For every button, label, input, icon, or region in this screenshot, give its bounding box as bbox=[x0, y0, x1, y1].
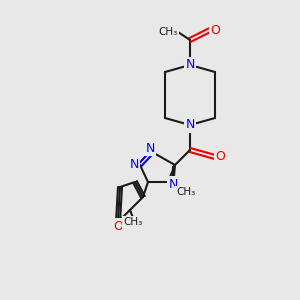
Text: CH₃: CH₃ bbox=[176, 187, 196, 197]
Text: N: N bbox=[185, 118, 195, 131]
Text: O: O bbox=[210, 23, 220, 37]
Text: CH₃: CH₃ bbox=[158, 27, 178, 37]
Text: N: N bbox=[185, 58, 195, 71]
Text: N: N bbox=[168, 178, 178, 190]
Text: O: O bbox=[215, 151, 225, 164]
Text: O: O bbox=[113, 220, 123, 232]
Text: N: N bbox=[129, 158, 139, 172]
Text: N: N bbox=[145, 142, 155, 154]
Text: CH₃: CH₃ bbox=[123, 217, 142, 227]
Text: S: S bbox=[169, 181, 177, 194]
